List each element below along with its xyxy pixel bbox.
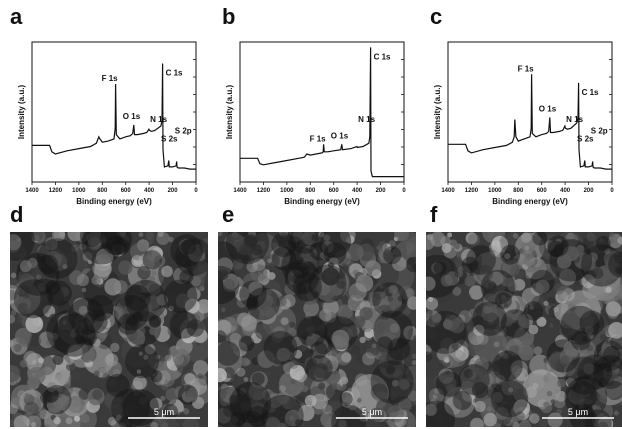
scale-bar-label: 5 μm xyxy=(154,407,174,417)
x-tick-label: 800 xyxy=(305,188,316,194)
x-tick-label: 0 xyxy=(194,188,198,194)
plot-frame xyxy=(447,41,613,183)
xps-chart-b: 1400 1200 1000 800 600 400 200 0 Binding energy … xyxy=(218,30,413,220)
spectrum-line xyxy=(240,47,404,178)
x-axis-title: Binding energy (eV) xyxy=(492,197,568,206)
y-axis-title: Intensity (a.u.) xyxy=(17,85,26,140)
xps-chart-a: 1400 1200 1000 800 600 400 200 0 Binding energy … xyxy=(10,30,205,220)
x-tick-label: 1000 xyxy=(72,188,86,194)
x-tick-label: 400 xyxy=(560,188,571,194)
x-tick-label: 400 xyxy=(144,188,155,194)
panel-letter-c: c xyxy=(430,4,443,29)
plot-frame xyxy=(239,41,405,183)
x-axis-title: Binding energy (eV) xyxy=(284,197,360,206)
sem-texture xyxy=(218,232,416,427)
x-tick-label: 800 xyxy=(513,188,524,194)
peak-label: N 1s xyxy=(358,115,375,124)
peak-label: N 1s xyxy=(566,115,583,124)
peak-label: N 1s xyxy=(150,115,167,124)
peak-label: C 1s xyxy=(582,88,599,97)
spectrum-line xyxy=(448,74,612,170)
x-tick-label: 600 xyxy=(121,188,132,194)
x-tick-label: 1200 xyxy=(49,188,63,194)
sem-micrograph-f: 5 μm xyxy=(426,232,622,427)
xps-spectrum-a: 1400 1200 1000 800 600 400 200 0 Binding energy … xyxy=(17,41,198,206)
xps-spectrum-c: 1400 1200 1000 800 600 400 200 0 Binding energy … xyxy=(433,41,614,206)
peak-label: C 1s xyxy=(166,69,183,78)
x-tick-label: 0 xyxy=(402,188,406,194)
peak-label: F 1s xyxy=(518,64,535,73)
sem-image-e: 5 μm xyxy=(218,232,416,427)
y-axis-title: Intensity (a.u.) xyxy=(225,85,234,140)
panel-letter-b: b xyxy=(222,4,236,29)
peak-label: S 2s xyxy=(161,135,178,144)
x-tick-label: 0 xyxy=(610,188,614,194)
sem-image-f: 5 μm xyxy=(426,232,622,427)
peak-label: F 1s xyxy=(102,74,119,83)
peak-label: C 1s xyxy=(374,52,391,61)
x-tick-label: 200 xyxy=(376,188,387,194)
x-tick-label: 600 xyxy=(329,188,340,194)
sem-texture xyxy=(10,232,208,427)
peak-label: S 2p xyxy=(591,127,608,136)
sem-image-d: 5 μm xyxy=(10,232,208,427)
peak-label: O 1s xyxy=(123,112,141,121)
panel-letter-a: a xyxy=(10,4,23,29)
x-tick-label: 600 xyxy=(537,188,548,194)
x-tick-label: 1000 xyxy=(488,188,502,194)
x-tick-label: 1000 xyxy=(280,188,294,194)
x-tick-label: 1400 xyxy=(233,188,247,194)
peak-label: O 1s xyxy=(331,131,349,140)
x-tick-label: 200 xyxy=(168,188,179,194)
peak-label: S 2p xyxy=(175,127,192,136)
peak-label: S 2s xyxy=(577,135,594,144)
scale-bar-label: 5 μm xyxy=(362,407,382,417)
x-tick-label: 1400 xyxy=(441,188,455,194)
x-tick-label: 800 xyxy=(97,188,108,194)
x-tick-label: 1400 xyxy=(25,188,39,194)
xps-spectrum-b: 1400 1200 1000 800 600 400 200 0 Binding energy … xyxy=(225,41,406,206)
scale-bar-label: 5 μm xyxy=(568,407,588,417)
x-tick-label: 1200 xyxy=(465,188,479,194)
peak-label: F 1s xyxy=(310,134,327,143)
spectrum-line xyxy=(32,63,196,170)
x-tick-label: 400 xyxy=(352,188,363,194)
x-tick-label: 1200 xyxy=(257,188,271,194)
peak-label: O 1s xyxy=(539,104,557,113)
x-tick-label: 200 xyxy=(584,188,595,194)
plot-frame xyxy=(31,41,197,183)
sem-micrograph-d: 5 μm xyxy=(10,232,208,427)
sem-texture xyxy=(426,232,622,427)
xps-chart-c: 1400 1200 1000 800 600 400 200 0 Binding energy … xyxy=(426,30,621,220)
y-axis-title: Intensity (a.u.) xyxy=(433,85,442,140)
panel-letter-e: e xyxy=(222,202,235,227)
sem-micrograph-e: 5 μm xyxy=(218,232,416,427)
panel-letter-f: f xyxy=(430,202,438,227)
x-axis-title: Binding energy (eV) xyxy=(76,197,152,206)
panel-letter-d: d xyxy=(10,202,24,227)
